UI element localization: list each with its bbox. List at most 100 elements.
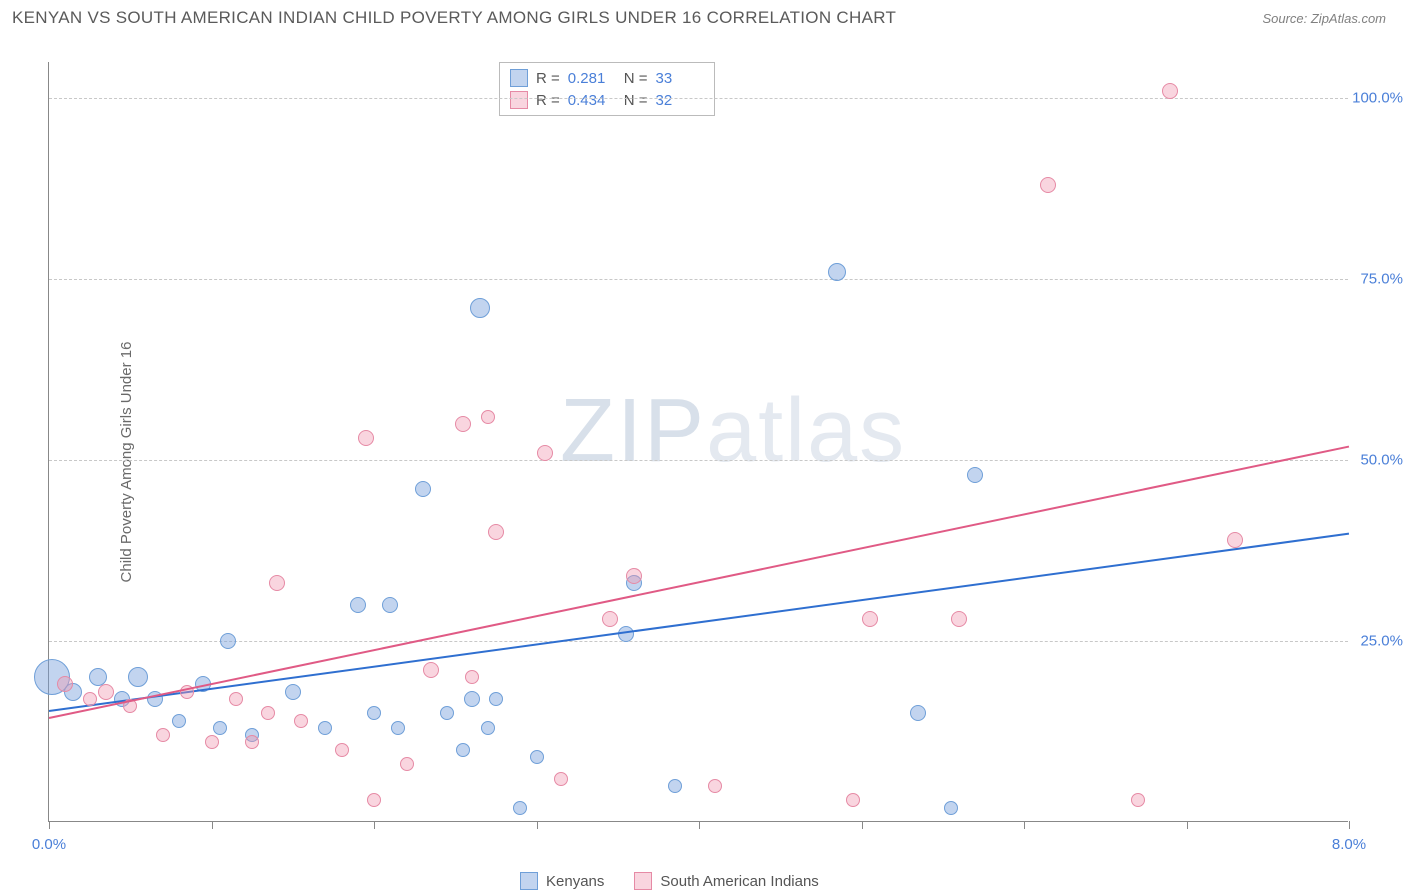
scatter-point	[1040, 177, 1056, 193]
scatter-point	[440, 706, 454, 720]
scatter-point	[294, 714, 308, 728]
scatter-point	[602, 611, 618, 627]
scatter-point	[269, 575, 285, 591]
watermark: ZIPatlas	[560, 380, 906, 483]
scatter-point	[229, 692, 243, 706]
xtick	[374, 821, 375, 829]
source-text: Source: ZipAtlas.com	[1262, 11, 1386, 26]
scatter-point	[1227, 532, 1243, 548]
scatter-point	[626, 568, 642, 584]
n-label-0: N =	[624, 70, 648, 87]
scatter-point	[470, 298, 490, 318]
scatter-point	[261, 706, 275, 720]
scatter-point	[944, 801, 958, 815]
scatter-point	[456, 743, 470, 757]
scatter-point	[481, 410, 495, 424]
swatch-sai	[510, 91, 528, 109]
scatter-point	[464, 691, 480, 707]
scatter-point	[846, 793, 860, 807]
stats-legend-box: R = 0.281 N = 33 R = 0.434 N = 32	[499, 62, 715, 116]
scatter-point	[415, 481, 431, 497]
legend-swatch-kenyans	[520, 872, 538, 890]
scatter-point	[57, 676, 73, 692]
r-label-1: R =	[536, 92, 560, 109]
scatter-point	[481, 721, 495, 735]
scatter-point	[220, 633, 236, 649]
xtick-label: 0.0%	[32, 836, 66, 853]
xtick	[537, 821, 538, 829]
chart-title: KENYAN VS SOUTH AMERICAN INDIAN CHILD PO…	[12, 8, 896, 28]
scatter-point	[967, 467, 983, 483]
scatter-point	[489, 692, 503, 706]
legend-item-sai: South American Indians	[634, 872, 818, 890]
scatter-point	[213, 721, 227, 735]
trend-line	[49, 532, 1349, 711]
xtick	[212, 821, 213, 829]
scatter-point	[128, 667, 148, 687]
gridline	[49, 98, 1348, 99]
trend-line	[49, 446, 1349, 719]
xtick	[699, 821, 700, 829]
scatter-point	[465, 670, 479, 684]
plot-area: ZIPatlas R = 0.281 N = 33 R = 0.434 N = …	[48, 62, 1348, 822]
scatter-point	[350, 597, 366, 613]
scatter-point	[862, 611, 878, 627]
legend-label-sai: South American Indians	[660, 873, 818, 890]
scatter-point	[367, 706, 381, 720]
scatter-point	[1131, 793, 1145, 807]
xtick	[1349, 821, 1350, 829]
scatter-point	[358, 430, 374, 446]
scatter-point	[668, 779, 682, 793]
gridline	[49, 641, 1348, 642]
scatter-point	[530, 750, 544, 764]
scatter-point	[367, 793, 381, 807]
ytick-label: 100.0%	[1352, 90, 1403, 107]
stats-row-kenyans: R = 0.281 N = 33	[510, 67, 704, 89]
xtick	[1187, 821, 1188, 829]
scatter-point	[285, 684, 301, 700]
scatter-point	[83, 692, 97, 706]
n-label-1: N =	[624, 92, 648, 109]
ytick-label: 75.0%	[1360, 271, 1403, 288]
scatter-point	[513, 801, 527, 815]
xtick-label: 8.0%	[1332, 836, 1366, 853]
scatter-point	[245, 735, 259, 749]
bottom-legend: Kenyans South American Indians	[520, 872, 819, 890]
chart-container: Child Poverty Among Girls Under 16 ZIPat…	[0, 32, 1406, 892]
legend-label-kenyans: Kenyans	[546, 873, 604, 890]
xtick	[1024, 821, 1025, 829]
r-value-0: 0.281	[568, 70, 616, 87]
scatter-point	[488, 524, 504, 540]
ytick-label: 50.0%	[1360, 452, 1403, 469]
scatter-point	[455, 416, 471, 432]
scatter-point	[951, 611, 967, 627]
scatter-point	[910, 705, 926, 721]
r-value-1: 0.434	[568, 92, 616, 109]
swatch-kenyans	[510, 69, 528, 87]
scatter-point	[98, 684, 114, 700]
scatter-point	[554, 772, 568, 786]
stats-row-sai: R = 0.434 N = 32	[510, 89, 704, 111]
scatter-point	[423, 662, 439, 678]
xtick	[49, 821, 50, 829]
scatter-point	[205, 735, 219, 749]
scatter-point	[828, 263, 846, 281]
scatter-point	[172, 714, 186, 728]
n-value-1: 32	[656, 92, 704, 109]
scatter-point	[537, 445, 553, 461]
scatter-point	[335, 743, 349, 757]
scatter-point	[708, 779, 722, 793]
r-label-0: R =	[536, 70, 560, 87]
gridline	[49, 460, 1348, 461]
n-value-0: 33	[656, 70, 704, 87]
legend-item-kenyans: Kenyans	[520, 872, 604, 890]
ytick-label: 25.0%	[1360, 633, 1403, 650]
scatter-point	[318, 721, 332, 735]
scatter-point	[391, 721, 405, 735]
legend-swatch-sai	[634, 872, 652, 890]
scatter-point	[382, 597, 398, 613]
xtick	[862, 821, 863, 829]
scatter-point	[156, 728, 170, 742]
scatter-point	[400, 757, 414, 771]
scatter-point	[1162, 83, 1178, 99]
